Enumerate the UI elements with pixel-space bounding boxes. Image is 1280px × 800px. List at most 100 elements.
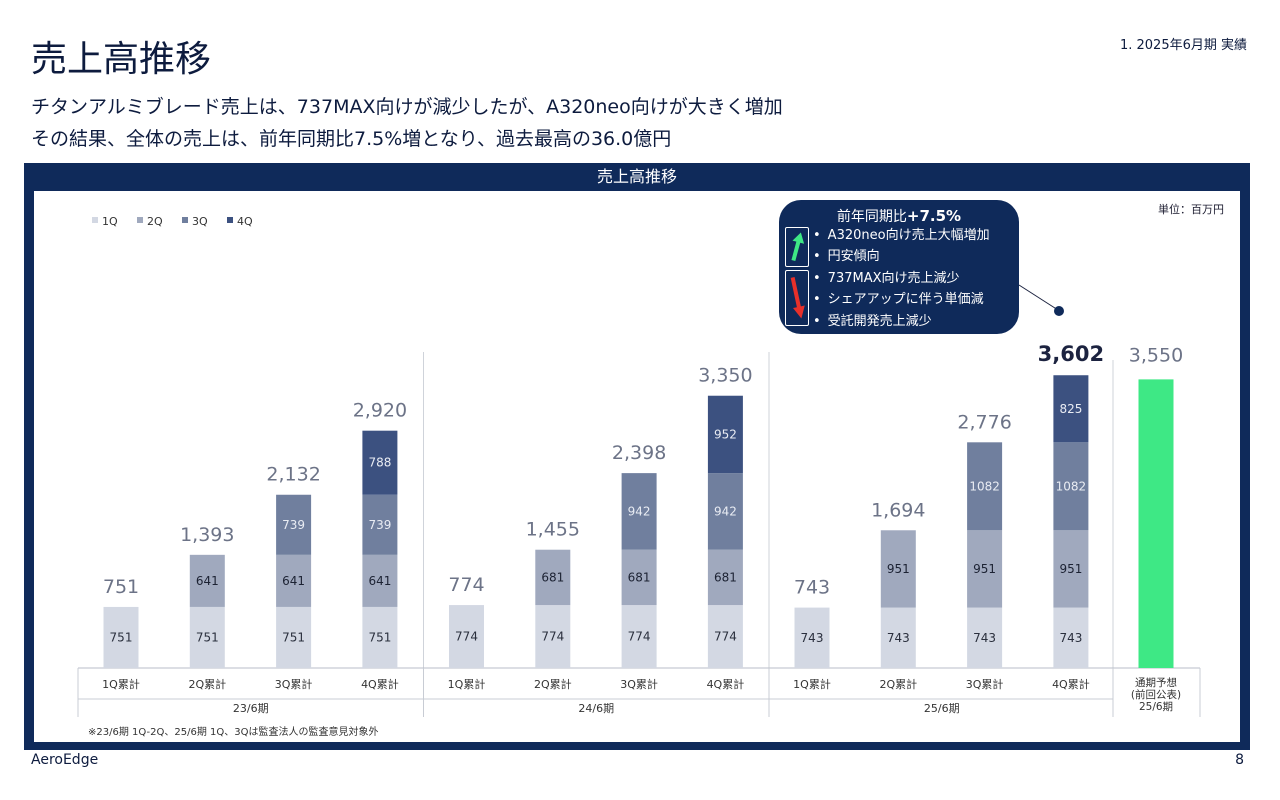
segment-label: 951 bbox=[973, 562, 996, 576]
category-label: 1Q累計 bbox=[448, 677, 486, 691]
bar-total-label: 2,776 bbox=[957, 411, 1011, 433]
bar-segment bbox=[707, 473, 743, 550]
subtitle-line-1: チタンアルミブレード売上は、737MAX向けが減少したが、A320neo向けが大… bbox=[31, 96, 783, 118]
bar-segment bbox=[535, 605, 571, 668]
bar-segment bbox=[276, 494, 312, 555]
segment-label: 743 bbox=[887, 631, 910, 645]
segment-label: 952 bbox=[714, 427, 737, 441]
bar-segment bbox=[362, 606, 398, 668]
callout-connector bbox=[1018, 284, 1059, 311]
segment-label: 751 bbox=[196, 630, 219, 644]
category-label: 1Q累計 bbox=[793, 677, 831, 691]
callout-up-item: A320neo向け売上大幅増加 bbox=[813, 225, 990, 246]
segment-label: 743 bbox=[801, 631, 824, 645]
bar-segment bbox=[1053, 530, 1089, 608]
period-label: 23/6期 bbox=[233, 702, 269, 715]
segment-label: 641 bbox=[368, 574, 391, 588]
up-arrow-box bbox=[785, 227, 809, 267]
bar-total-label: 3,602 bbox=[1038, 342, 1104, 366]
callout-down-item: 受託開発売上減少 bbox=[813, 311, 990, 332]
category-label: 4Q累計 bbox=[707, 677, 745, 691]
forecast-bar bbox=[1138, 379, 1174, 668]
category-label: 3Q累計 bbox=[966, 677, 1004, 691]
segment-label: 739 bbox=[282, 518, 305, 532]
bar-segment bbox=[707, 395, 743, 474]
footnote: ※23/6期 1Q-2Q、25/6期 1Q、3Qは監査法人の監査意見対象外 bbox=[88, 725, 378, 738]
bar-total-label: 751 bbox=[103, 576, 139, 598]
segment-label: 774 bbox=[541, 630, 564, 644]
forecast-category-label: (前回公表) bbox=[1131, 688, 1181, 701]
segment-label: 681 bbox=[628, 570, 651, 584]
legend-swatch bbox=[92, 217, 98, 223]
callout-down-item: シェアアップに伴う単価減 bbox=[813, 289, 990, 310]
forecast-total-label: 3,550 bbox=[1129, 344, 1183, 366]
callout-head-prefix: 前年同期比 bbox=[836, 209, 907, 225]
legend-label: 1Q bbox=[102, 215, 118, 228]
category-label: 3Q累計 bbox=[275, 677, 313, 691]
forecast-category-label: 25/6期 bbox=[1139, 701, 1173, 713]
bar-segment bbox=[621, 549, 657, 606]
segment-label: 681 bbox=[714, 570, 737, 584]
category-label: 3Q累計 bbox=[620, 677, 658, 691]
bar-segment bbox=[1053, 375, 1089, 443]
section-label: 1. 2025年6月期 実績 bbox=[1119, 38, 1247, 53]
yoy-callout: 前年同期比+7.5% A320neo向け売上大幅増加 円安傾向 737MAX向け… bbox=[779, 200, 1019, 334]
legend-label: 2Q bbox=[147, 215, 163, 228]
bar-segment bbox=[621, 605, 657, 668]
bar-total-label: 1,455 bbox=[526, 519, 580, 541]
callout-dot bbox=[1054, 306, 1064, 316]
category-label: 2Q累計 bbox=[879, 677, 917, 691]
callout-up-item: 円安傾向 bbox=[813, 246, 990, 267]
unit-label: 単位：百万円 bbox=[1158, 203, 1224, 216]
callout-head-value: +7.5% bbox=[906, 207, 962, 225]
category-label: 1Q累計 bbox=[102, 677, 140, 691]
bar-segment bbox=[276, 554, 312, 607]
segment-label: 774 bbox=[714, 630, 737, 644]
bar-segment bbox=[621, 473, 657, 550]
down-arrow-icon bbox=[790, 277, 805, 319]
footer-company: AeroEdge bbox=[31, 752, 99, 768]
segment-label: 681 bbox=[541, 570, 564, 584]
segment-label: 951 bbox=[887, 562, 910, 576]
segment-label: 751 bbox=[282, 630, 305, 644]
bar-segment bbox=[880, 607, 916, 668]
legend-swatch bbox=[182, 217, 188, 223]
bar-segment bbox=[189, 554, 225, 607]
bar-segment bbox=[967, 607, 1003, 668]
bar-segment bbox=[449, 605, 484, 668]
callout-down-item: 737MAX向け売上減少 bbox=[813, 268, 990, 289]
category-label: 4Q累計 bbox=[361, 677, 399, 691]
bar-segment bbox=[362, 554, 398, 607]
segment-label: 751 bbox=[110, 630, 133, 644]
category-label: 4Q累計 bbox=[1052, 677, 1090, 691]
period-label: 25/6期 bbox=[924, 702, 960, 715]
segment-label: 743 bbox=[973, 631, 996, 645]
bar-total-label: 1,393 bbox=[180, 524, 234, 546]
bar-segment bbox=[707, 605, 743, 668]
callout-list: A320neo向け売上大幅増加 円安傾向 737MAX向け売上減少 シェアアップ… bbox=[813, 225, 990, 332]
bar-total-label: 3,350 bbox=[698, 365, 752, 387]
bar-segment bbox=[276, 606, 312, 668]
segment-label: 751 bbox=[368, 630, 391, 644]
bar-total-label: 2,132 bbox=[266, 464, 320, 486]
bar-total-label: 2,398 bbox=[612, 442, 666, 464]
bar-segment bbox=[362, 494, 398, 555]
bar-segment bbox=[1053, 607, 1089, 668]
bar-segment bbox=[1053, 442, 1089, 531]
segment-label: 788 bbox=[368, 456, 391, 470]
segment-label: 942 bbox=[628, 504, 651, 518]
segment-label: 641 bbox=[196, 574, 219, 588]
bar-segment bbox=[103, 606, 139, 668]
bar-segment bbox=[967, 530, 1003, 608]
callout-head: 前年同期比+7.5% bbox=[779, 206, 1019, 226]
segment-label: 1082 bbox=[969, 479, 1000, 493]
subtitle-line-2: その結果、全体の売上は、前年同期比7.5%増となり、過去最高の36.0億円 bbox=[31, 128, 672, 150]
legend-label: 4Q bbox=[237, 215, 253, 228]
bar-segment bbox=[707, 549, 743, 606]
bar-segment bbox=[880, 530, 916, 608]
bar-segment bbox=[794, 607, 830, 668]
segment-label: 743 bbox=[1059, 631, 1082, 645]
segment-label: 825 bbox=[1059, 402, 1082, 416]
segment-label: 774 bbox=[628, 630, 651, 644]
bar-segment bbox=[535, 549, 571, 606]
